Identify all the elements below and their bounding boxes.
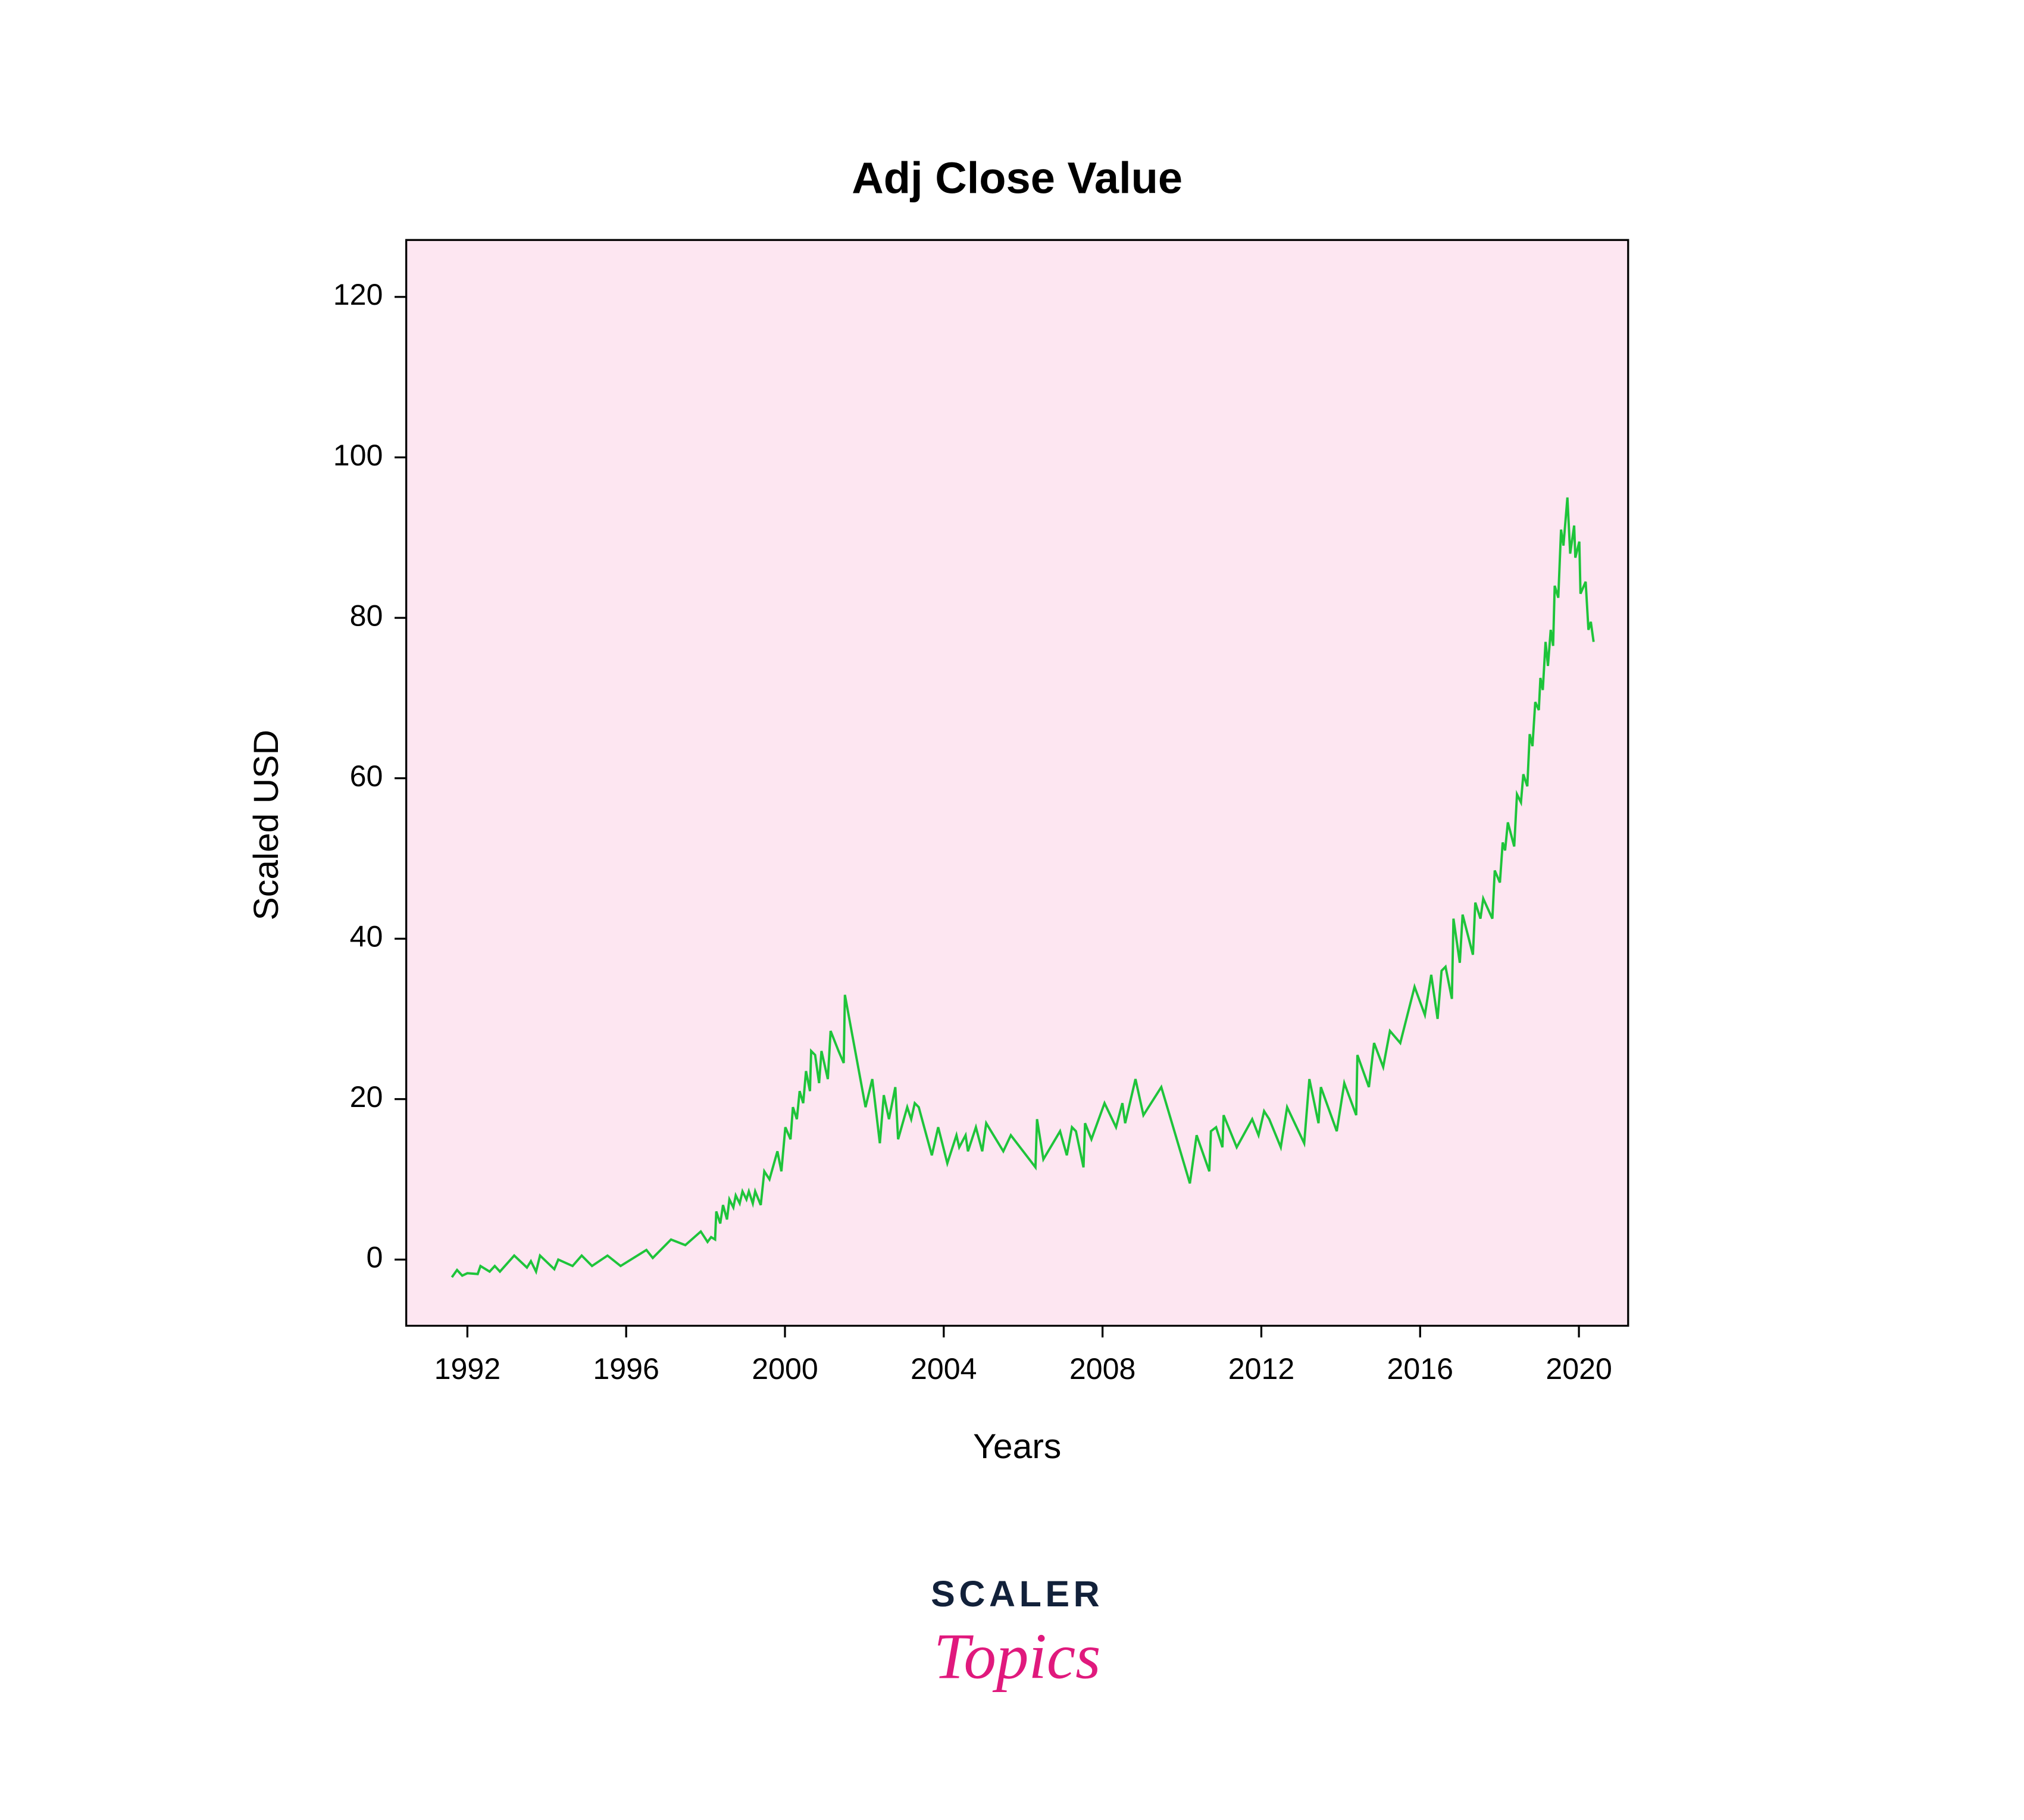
brand-bottom: Topics	[934, 1620, 1101, 1692]
data-line	[451, 497, 1595, 1278]
y-tick-label: 20	[350, 1080, 383, 1114]
y-tick-label: 60	[350, 759, 383, 793]
y-tick-label: 40	[350, 920, 383, 953]
chart-title: Adj Close Value	[852, 154, 1183, 203]
y-tick-label: 0	[366, 1241, 383, 1274]
y-tick-label: 100	[333, 439, 383, 472]
x-tick-label: 1992	[434, 1352, 501, 1386]
y-tick-label: 120	[333, 278, 383, 311]
x-axis-label: Years	[973, 1427, 1061, 1466]
x-tick-label: 2012	[1228, 1352, 1295, 1386]
x-tick-label: 2020	[1546, 1352, 1612, 1386]
x-tick-label: 1996	[593, 1352, 659, 1386]
y-axis-label: Scaled USD	[247, 730, 286, 920]
x-tick-label: 2000	[752, 1352, 818, 1386]
plot-area	[405, 239, 1629, 1327]
brand-top: SCALER	[931, 1574, 1103, 1614]
y-tick-label: 80	[350, 599, 383, 632]
x-tick-label: 2004	[911, 1352, 977, 1386]
x-tick-label: 2008	[1069, 1352, 1136, 1386]
x-tick-label: 2016	[1387, 1352, 1454, 1386]
